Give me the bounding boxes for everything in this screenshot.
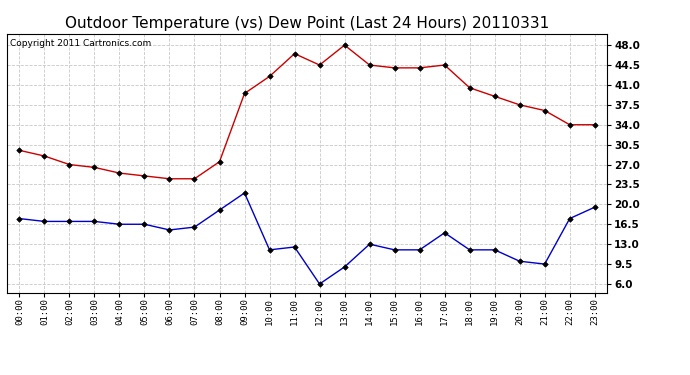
Text: Copyright 2011 Cartronics.com: Copyright 2011 Cartronics.com [10, 39, 151, 48]
Title: Outdoor Temperature (vs) Dew Point (Last 24 Hours) 20110331: Outdoor Temperature (vs) Dew Point (Last… [65, 16, 549, 31]
